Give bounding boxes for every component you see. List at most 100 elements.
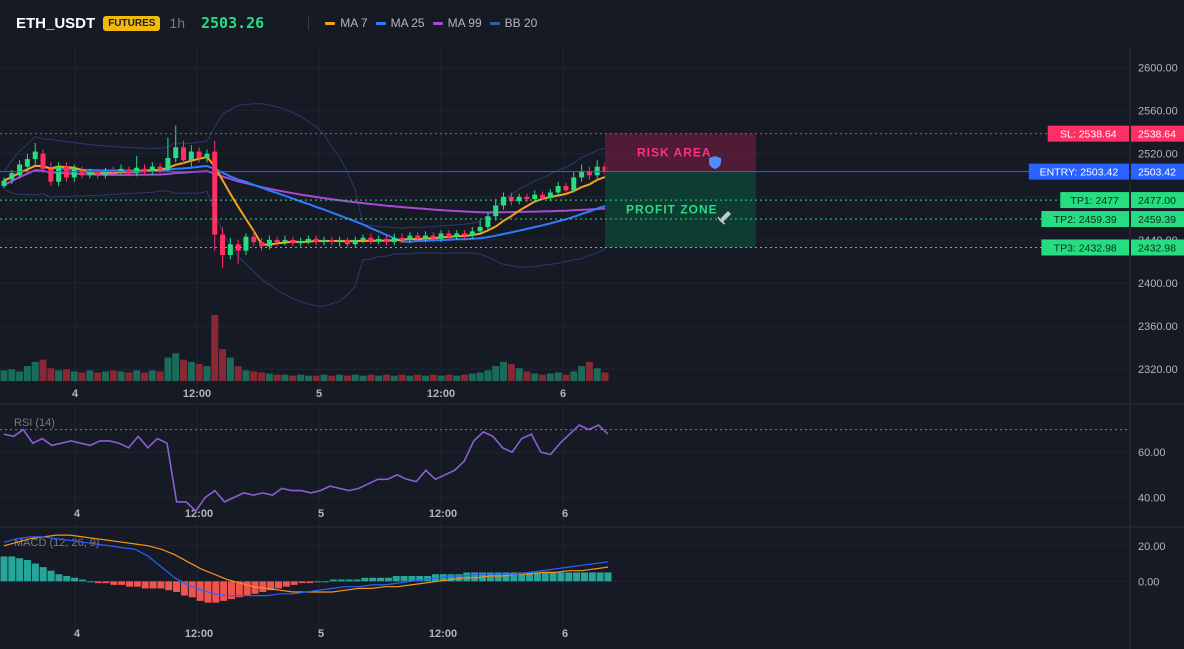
candle (87, 172, 93, 176)
y-tick-label-main: 2600.00 (1138, 63, 1178, 75)
candle (446, 233, 452, 237)
volume-bar (195, 363, 203, 381)
candle (157, 166, 163, 170)
level-price-label: 2432.98 (1138, 242, 1176, 254)
legend-ma7[interactable]: MA 7 (325, 16, 368, 30)
macd-histogram-bar (0, 556, 8, 582)
volume-bar (570, 371, 578, 381)
volume-bar (562, 374, 570, 381)
legend-bb20[interactable]: BB 20 (489, 16, 538, 30)
level-price-label: 2503.42 (1138, 167, 1176, 179)
volume-bar (140, 372, 148, 381)
volume-bar (507, 363, 515, 381)
macd-histogram-bar (604, 572, 612, 582)
level-tag-label: TP1: 2477 (1070, 195, 1119, 207)
candle (376, 238, 382, 242)
volume-bar (39, 359, 47, 381)
volume-bar (390, 375, 398, 381)
volume-bar (289, 375, 297, 381)
macd-histogram-bar (180, 581, 188, 596)
volume-bar (94, 372, 102, 381)
macd-histogram-bar (557, 572, 565, 582)
volume-bar (500, 361, 508, 381)
volume-bar (367, 374, 375, 381)
macd-histogram-bar (565, 572, 573, 582)
volume-bar (86, 370, 94, 381)
y-tick-label-rsi: 60.00 (1138, 447, 1166, 459)
legend-swatch-ma99 (432, 21, 443, 25)
candle (532, 194, 538, 199)
macd-histogram-bar (588, 572, 596, 582)
candle (516, 196, 522, 202)
volume-bar (546, 373, 554, 381)
symbol-label[interactable]: ETH_USDT (16, 14, 96, 32)
macd-histogram-bar (455, 574, 463, 582)
candle (368, 237, 374, 242)
y-tick-label-main: 2560.00 (1138, 106, 1178, 118)
bollinger-lower-band (3, 188, 606, 307)
macd-histogram-bar (526, 572, 534, 582)
macd-histogram-bar (596, 572, 604, 582)
volume-bar (78, 372, 86, 381)
candle (407, 235, 413, 240)
volume-bar (328, 375, 336, 381)
volume-bar (172, 353, 180, 381)
candle (149, 166, 155, 171)
candle (305, 238, 311, 242)
ma25-line (3, 164, 606, 243)
level-price-label: 2459.39 (1138, 214, 1176, 226)
volume-bar (406, 375, 414, 381)
candle (430, 235, 436, 239)
macd-histogram-bar (126, 581, 134, 587)
rocket-icon (717, 210, 732, 225)
volume-bar (109, 370, 117, 381)
candle (469, 231, 475, 236)
candle (282, 239, 288, 243)
volume-bar (16, 371, 24, 381)
candle (220, 234, 226, 256)
chart-header: ETH_USDT FUTURES 1h 2503.26 MA 7 MA 25 M… (0, 0, 1184, 46)
x-tick-label-macd: 4 (74, 628, 81, 640)
rsi-line (3, 424, 609, 513)
candle (547, 192, 553, 198)
volume-bar (117, 371, 125, 381)
legend-ma99[interactable]: MA 99 (432, 16, 482, 30)
x-tick-label-main: 5 (316, 388, 322, 400)
macd-title: MACD (12, 26, 9) (14, 537, 100, 549)
volume-bar (437, 375, 445, 381)
volume-bar (429, 374, 437, 381)
candle (344, 239, 350, 245)
y-tick-label-main: 2400.00 (1138, 278, 1178, 290)
timeframe-label[interactable]: 1h (169, 15, 185, 31)
macd-histogram-bar (541, 572, 549, 582)
legend-swatch-ma7 (325, 21, 336, 25)
macd-histogram-bar (345, 579, 353, 582)
candle (40, 153, 46, 169)
legend-label-bb20: BB 20 (504, 16, 538, 30)
volume-bar (234, 366, 242, 381)
volume-bar (375, 375, 383, 381)
candle (415, 235, 421, 239)
volume-bar (148, 370, 156, 381)
legend-ma25[interactable]: MA 25 (375, 16, 425, 30)
macd-histogram-bar (47, 570, 55, 582)
level-tag-label: SL: 2538.64 (1060, 129, 1117, 141)
macd-histogram-bar (353, 579, 361, 582)
candle (17, 164, 23, 176)
candle (337, 239, 343, 243)
candle (266, 239, 272, 247)
candle (141, 168, 147, 171)
macd-histogram-bar (188, 581, 196, 598)
volume-bar (297, 374, 305, 381)
macd-histogram-bar (314, 581, 322, 583)
candle (32, 151, 38, 160)
candle (227, 244, 233, 256)
macd-histogram-bar (78, 579, 86, 582)
candle (102, 170, 108, 176)
candle (71, 168, 77, 178)
candle (274, 239, 280, 243)
volume-bar (468, 373, 476, 381)
volume-bar (531, 373, 539, 381)
macd-histogram-bar (408, 576, 416, 582)
